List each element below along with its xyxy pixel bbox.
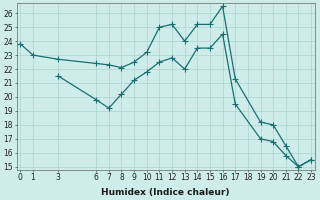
X-axis label: Humidex (Indice chaleur): Humidex (Indice chaleur): [101, 188, 230, 197]
